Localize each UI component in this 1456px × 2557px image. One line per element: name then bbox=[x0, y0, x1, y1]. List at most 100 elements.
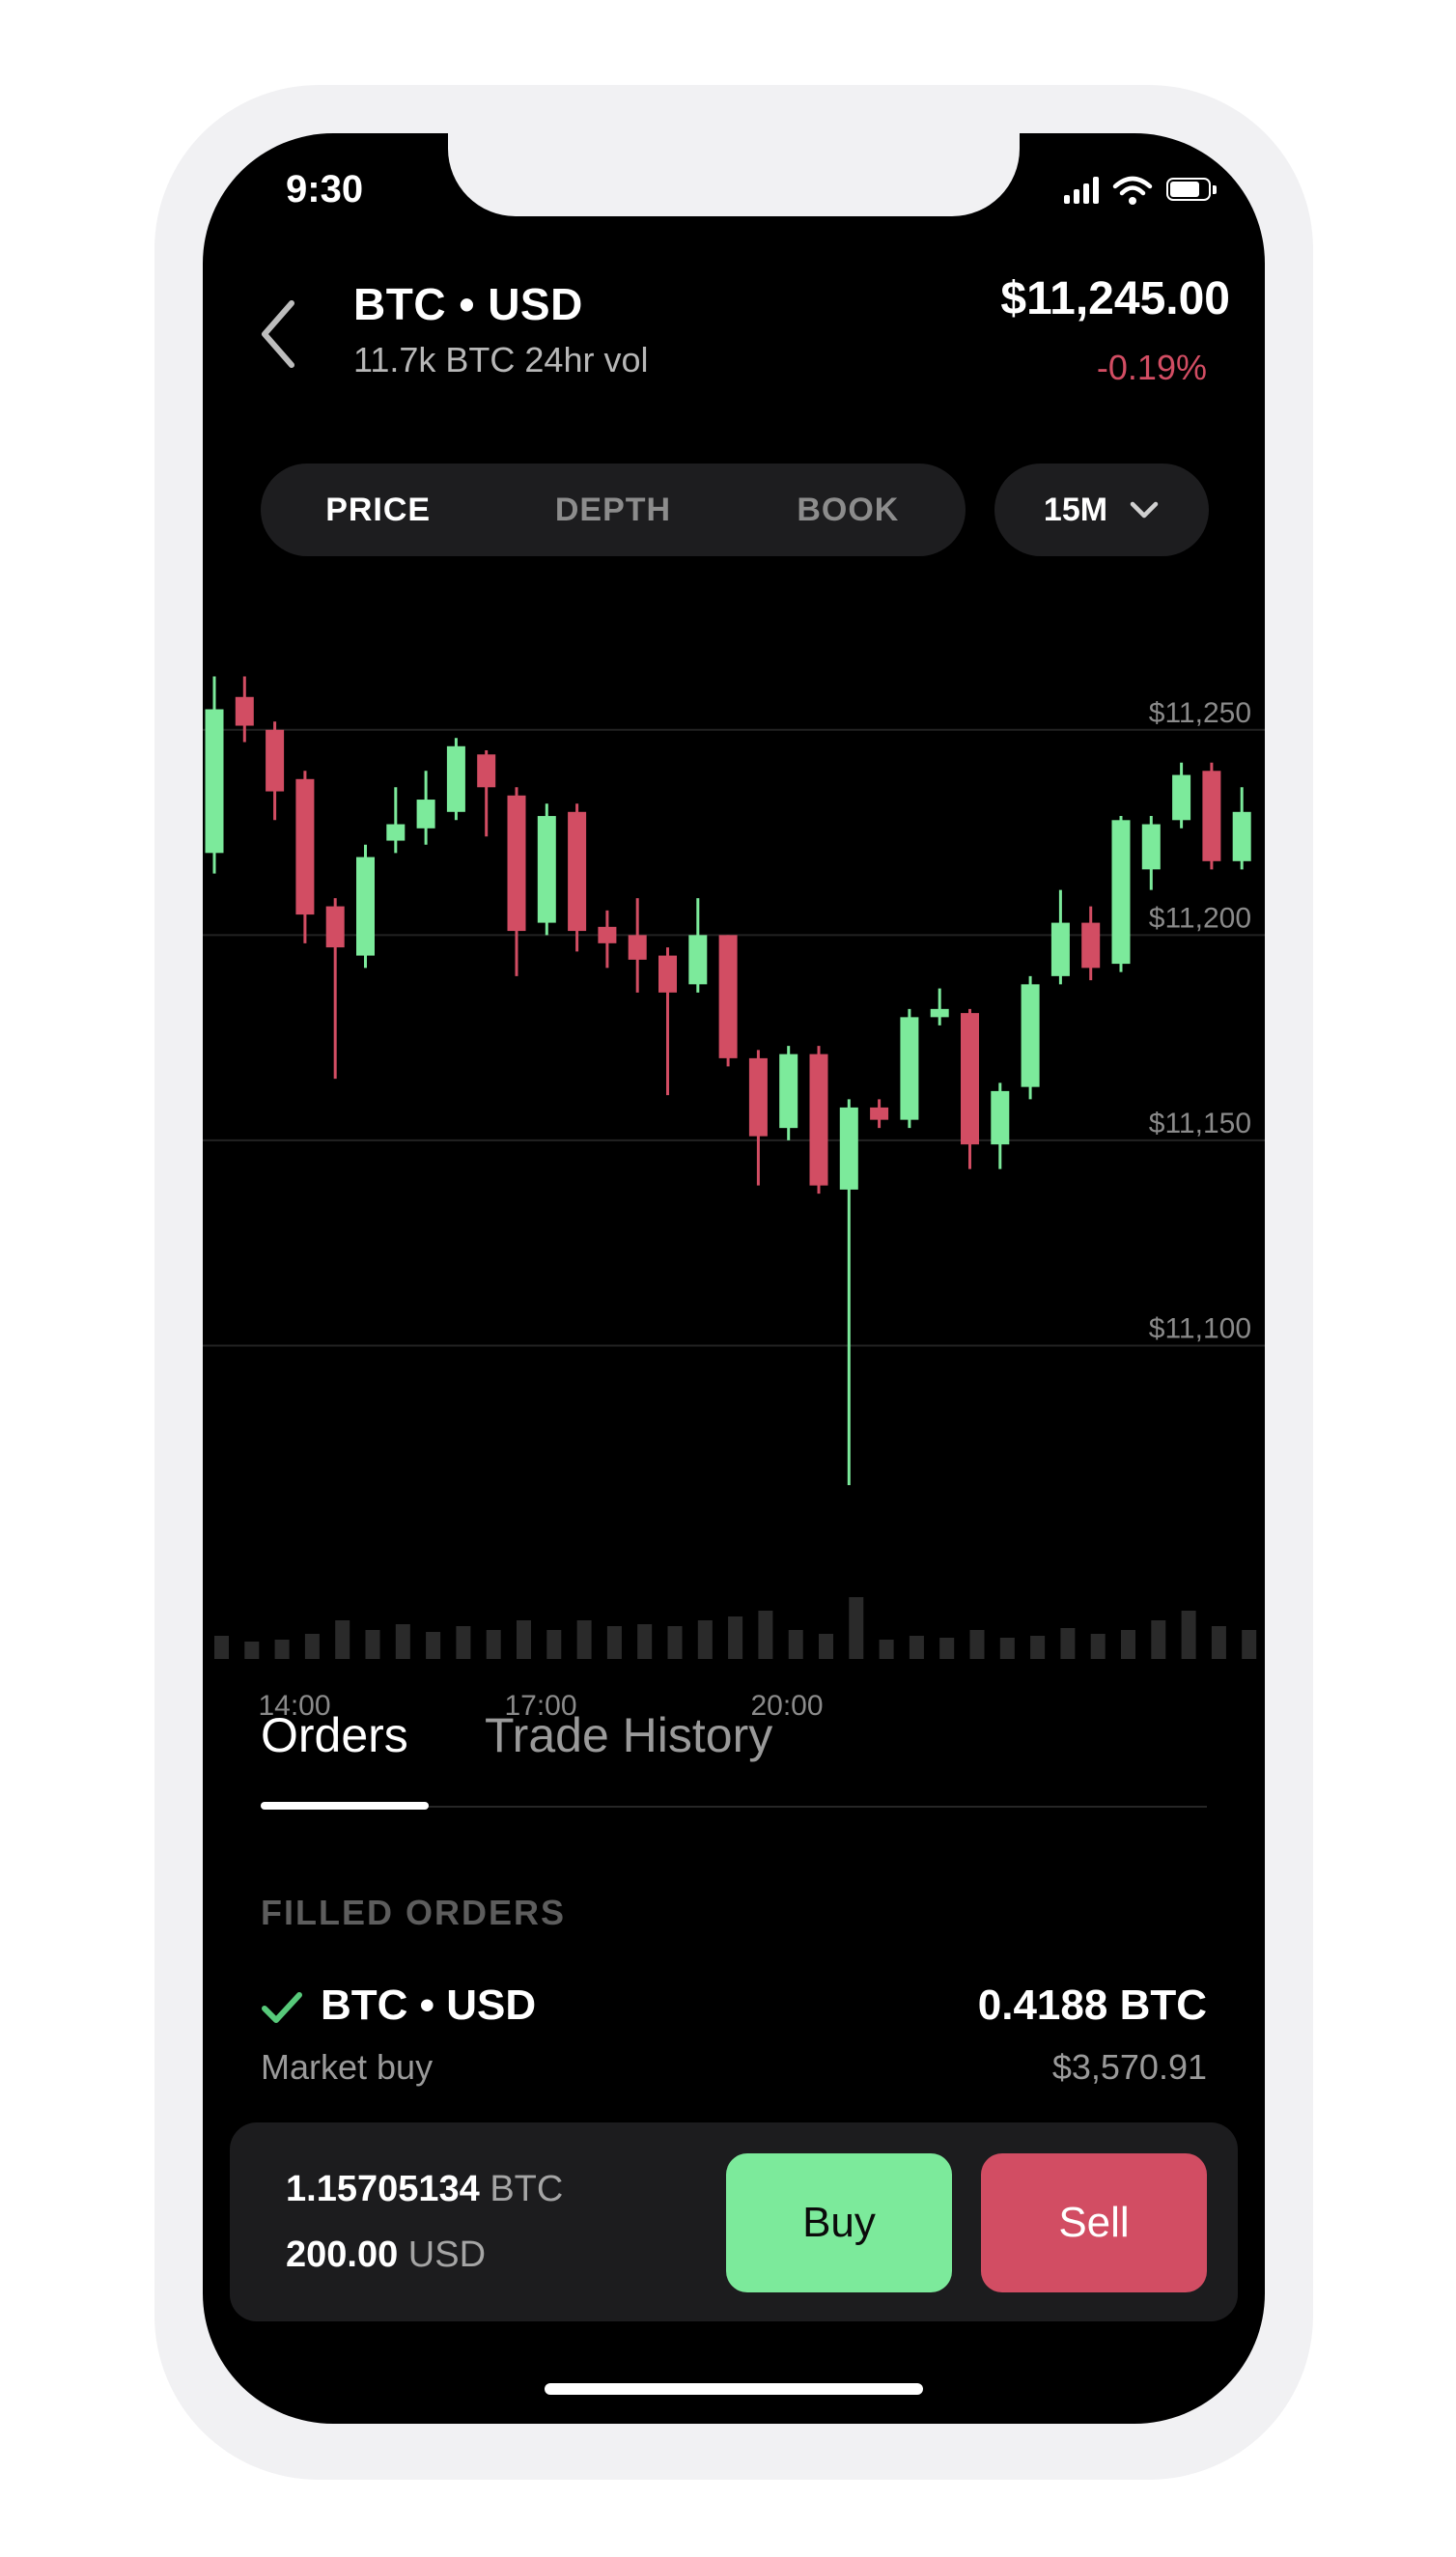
volume-bar bbox=[879, 1640, 894, 1659]
candlestick bbox=[961, 1008, 979, 1169]
candlestick bbox=[1021, 975, 1040, 1100]
volume-bar bbox=[637, 1624, 653, 1659]
check-icon bbox=[262, 1992, 302, 2023]
tabs-divider bbox=[261, 1806, 1207, 1808]
tab-orders[interactable]: Orders bbox=[261, 1708, 408, 1762]
candlestick bbox=[900, 1008, 919, 1129]
candlestick bbox=[779, 1046, 798, 1140]
volume-bar bbox=[395, 1624, 410, 1659]
candlestick bbox=[658, 947, 677, 1096]
chart-view-segment: PRICE DEPTH BOOK bbox=[261, 464, 966, 556]
interval-value: 15M bbox=[1043, 491, 1108, 528]
btc-balance-value: 1.15705134 bbox=[286, 2169, 480, 2209]
back-chevron-icon[interactable] bbox=[257, 297, 299, 371]
volume-bar bbox=[304, 1634, 320, 1659]
interval-select[interactable]: 15M bbox=[994, 464, 1209, 556]
x-tick-label: 17:00 bbox=[504, 1690, 576, 1722]
candlestick bbox=[748, 1050, 768, 1186]
candlestick bbox=[1081, 906, 1101, 981]
orders-tabs: Orders Trade History bbox=[261, 1707, 1207, 1862]
candlestick bbox=[325, 898, 345, 1080]
candlestick bbox=[266, 721, 285, 821]
active-tab-indicator bbox=[261, 1802, 429, 1810]
volume-bar bbox=[244, 1642, 260, 1659]
candlestick bbox=[568, 803, 587, 952]
filled-orders-label: FILLED ORDERS bbox=[261, 1893, 567, 1932]
volume-bar bbox=[1242, 1630, 1257, 1659]
volume-bar bbox=[606, 1626, 622, 1659]
order-row[interactable]: BTC • USD Market buy 0.4188 BTC $3,570.9… bbox=[261, 1981, 1207, 2117]
candlestick bbox=[839, 1099, 858, 1485]
tab-price[interactable]: PRICE bbox=[325, 491, 432, 528]
candlestick bbox=[1141, 816, 1161, 890]
status-icons bbox=[1064, 176, 1218, 205]
pair-title: BTC • USD bbox=[353, 279, 583, 329]
candlestick bbox=[1202, 762, 1221, 870]
wifi-icon bbox=[1112, 176, 1153, 205]
volume-bar bbox=[335, 1620, 350, 1659]
y-tick-label: $11,100 bbox=[1149, 1312, 1251, 1344]
candlestick bbox=[688, 898, 708, 993]
btc-balance-unit: BTC bbox=[490, 2169, 564, 2209]
volume-bar bbox=[1121, 1630, 1135, 1659]
candlestick bbox=[718, 935, 738, 1067]
candlestick bbox=[416, 771, 435, 845]
volume-bar bbox=[697, 1620, 713, 1659]
y-tick-label: $11,200 bbox=[1149, 902, 1251, 934]
volume-bar bbox=[456, 1626, 471, 1659]
price-chart[interactable]: $11,250 $11,200 $11,150 $11,100 14:00 17:00 20… bbox=[203, 635, 1265, 1756]
candlestick bbox=[235, 676, 254, 743]
sell-button[interactable]: Sell bbox=[981, 2153, 1207, 2292]
volume-bar bbox=[426, 1632, 441, 1659]
volume-bar bbox=[517, 1620, 531, 1659]
candlestick bbox=[477, 750, 496, 837]
battery-icon bbox=[1166, 178, 1218, 203]
tab-book[interactable]: BOOK bbox=[797, 491, 900, 528]
tab-depth[interactable]: DEPTH bbox=[554, 491, 672, 528]
order-type: Market buy bbox=[261, 2047, 434, 2087]
x-tick-label: 20:00 bbox=[750, 1690, 823, 1722]
volume-bar bbox=[909, 1636, 924, 1659]
btc-balance: 1.15705134 BTC bbox=[286, 2169, 563, 2210]
y-tick-label: $11,250 bbox=[1149, 697, 1251, 729]
candlestick bbox=[991, 1082, 1010, 1169]
volume-bar bbox=[1211, 1626, 1226, 1659]
volume-bar bbox=[1030, 1636, 1046, 1659]
trade-bar: 1.15705134 BTC 200.00 USD Buy Sell bbox=[230, 2122, 1238, 2321]
order-amount: 0.4188 BTC bbox=[977, 1981, 1207, 2029]
candlestick bbox=[1050, 889, 1070, 985]
usd-balance: 200.00 USD bbox=[286, 2234, 486, 2276]
order-value: $3,570.91 bbox=[1051, 2047, 1207, 2087]
order-pair: BTC • USD bbox=[321, 1981, 537, 2029]
chevron-down-icon bbox=[1130, 501, 1159, 519]
candlestick bbox=[598, 910, 617, 969]
volume-bar bbox=[1181, 1611, 1196, 1659]
volume-bar bbox=[819, 1634, 833, 1659]
candlestick bbox=[356, 844, 375, 969]
volume-bar bbox=[1060, 1628, 1076, 1659]
candlestick bbox=[537, 803, 556, 936]
x-tick-label: 14:00 bbox=[258, 1690, 330, 1722]
device-notch bbox=[448, 133, 1020, 216]
volume-bar bbox=[576, 1620, 592, 1659]
candlestick bbox=[809, 1046, 828, 1194]
price-change: -0.19% bbox=[1096, 348, 1207, 387]
volume-bar bbox=[999, 1638, 1015, 1659]
tab-trade-history[interactable]: Trade History bbox=[485, 1708, 773, 1762]
candlestick bbox=[1172, 762, 1191, 829]
candlestick bbox=[628, 898, 647, 993]
usd-balance-value: 200.00 bbox=[286, 2234, 399, 2275]
candlestick bbox=[870, 1099, 889, 1129]
volume-bar bbox=[214, 1636, 229, 1659]
candlestick bbox=[205, 676, 224, 874]
volume-bar bbox=[486, 1630, 501, 1659]
volume-bar bbox=[969, 1630, 985, 1659]
volume-bar bbox=[758, 1611, 773, 1659]
candlestick bbox=[386, 787, 406, 854]
volume-bar bbox=[365, 1630, 380, 1659]
home-indicator[interactable] bbox=[545, 2383, 923, 2395]
buy-button[interactable]: Buy bbox=[726, 2153, 952, 2292]
candlestick bbox=[446, 738, 465, 821]
cellular-signal-icon bbox=[1064, 177, 1099, 204]
candlestick bbox=[295, 771, 315, 943]
